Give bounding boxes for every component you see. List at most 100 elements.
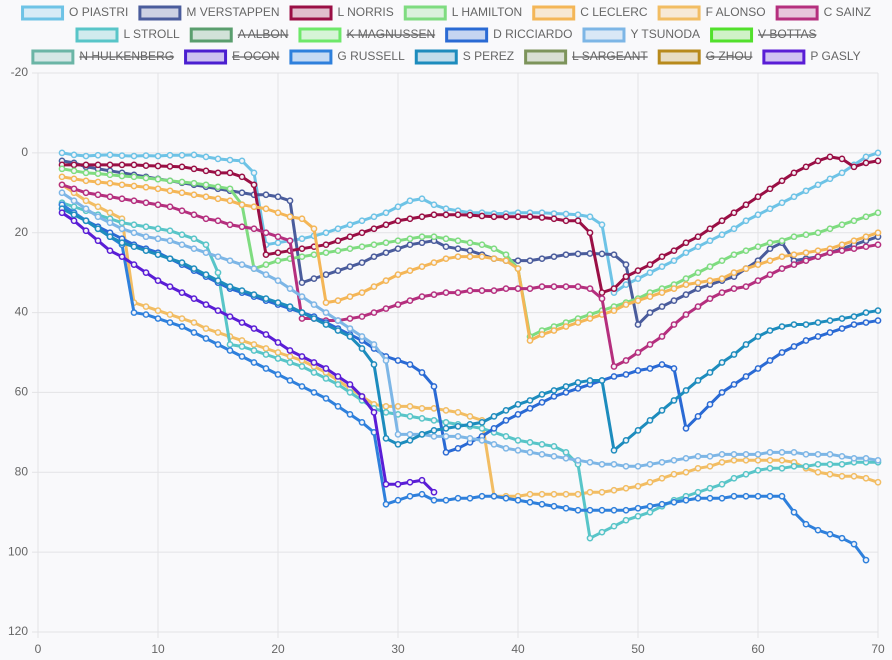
data-point — [418, 293, 426, 300]
legend-item[interactable]: L SARGEANT — [524, 49, 649, 65]
data-point — [430, 488, 438, 496]
data-point — [82, 217, 90, 225]
data-point — [250, 359, 258, 366]
legend-item[interactable]: D RICCIARDO — [445, 27, 573, 43]
data-point — [802, 450, 810, 458]
legend-item[interactable]: G RUSSELL — [289, 49, 405, 65]
data-point — [166, 237, 174, 245]
data-point — [346, 233, 354, 241]
data-point — [238, 353, 246, 360]
legend-swatch — [298, 27, 342, 43]
data-point — [166, 319, 174, 326]
data-point — [298, 383, 306, 390]
data-point — [82, 205, 90, 213]
data-point — [562, 323, 570, 330]
data-point — [334, 381, 342, 388]
legend-item[interactable]: K MAGNUSSEN — [298, 27, 436, 43]
data-point — [70, 161, 78, 169]
legend-label: G RUSSELL — [337, 49, 405, 63]
data-point — [274, 249, 282, 257]
legend-label: P GASLY — [810, 49, 860, 63]
data-point — [694, 377, 702, 384]
data-point — [718, 458, 726, 466]
data-point — [622, 516, 630, 524]
legend-item[interactable]: N HULKENBERG — [31, 49, 175, 65]
data-point — [298, 293, 306, 300]
legend-label: V BOTTAS — [758, 27, 816, 41]
data-point — [334, 247, 342, 255]
data-point — [598, 528, 606, 536]
legend-item[interactable]: Y TSUNODA — [582, 27, 700, 43]
data-point — [454, 433, 462, 440]
data-point — [478, 241, 486, 249]
legend-item[interactable]: P GASLY — [762, 49, 861, 65]
data-point — [106, 179, 114, 187]
legend-item[interactable]: V BOTTAS — [710, 27, 817, 43]
data-point — [154, 235, 162, 243]
data-point — [298, 363, 306, 370]
data-point — [430, 405, 438, 412]
data-point — [310, 389, 318, 396]
data-point — [442, 425, 450, 432]
data-point — [574, 379, 582, 386]
data-point — [274, 355, 282, 362]
data-point — [142, 247, 150, 255]
legend-item[interactable]: C LECLERC — [532, 5, 648, 21]
data-point — [574, 319, 582, 326]
data-point — [586, 229, 594, 237]
data-point — [682, 249, 690, 257]
data-point — [862, 454, 870, 462]
data-point — [802, 187, 810, 195]
legend-item[interactable]: F ALONSO — [657, 5, 766, 21]
data-point — [538, 450, 546, 458]
legend-item[interactable]: A ALBON — [189, 27, 289, 43]
data-point — [550, 283, 558, 290]
data-point — [646, 309, 654, 316]
data-point — [802, 462, 810, 470]
legend-swatch — [75, 27, 119, 43]
data-point — [778, 492, 786, 500]
data-point — [742, 456, 750, 464]
data-point — [706, 263, 714, 271]
data-point — [634, 367, 642, 374]
data-point — [706, 369, 714, 376]
data-point — [310, 225, 318, 233]
legend-item[interactable]: S PEREZ — [414, 49, 514, 65]
data-point — [718, 494, 726, 502]
legend-item[interactable]: L HAMILTON — [403, 5, 522, 21]
data-point — [538, 331, 546, 338]
data-point — [814, 319, 822, 326]
data-point — [826, 329, 834, 336]
data-point — [466, 211, 474, 219]
data-point — [70, 211, 78, 219]
data-point — [322, 249, 330, 257]
data-point — [574, 506, 582, 514]
data-point — [346, 293, 354, 300]
legend-item[interactable]: E OCON — [184, 49, 280, 65]
data-point — [358, 345, 366, 352]
legend-item[interactable]: L STROLL — [75, 27, 180, 43]
data-point — [406, 241, 414, 249]
legend-item[interactable]: C SAINZ — [775, 5, 871, 21]
data-point — [562, 251, 570, 259]
data-point — [538, 440, 546, 448]
legend-item[interactable]: O PIASTRI — [21, 5, 129, 21]
data-point — [466, 413, 474, 420]
legend-item[interactable]: M VERSTAPPEN — [138, 5, 280, 21]
data-point — [334, 267, 342, 274]
data-point — [634, 297, 642, 304]
data-point — [178, 163, 186, 171]
data-point — [298, 353, 306, 360]
data-point — [310, 275, 318, 282]
data-point — [658, 253, 666, 261]
data-point — [442, 205, 450, 213]
data-point — [646, 365, 654, 372]
data-point — [730, 225, 738, 233]
legend-item[interactable]: L NORRIS — [289, 5, 394, 21]
legend-item[interactable]: G ZHOU — [657, 49, 753, 65]
data-point — [754, 492, 762, 500]
data-point — [286, 359, 294, 366]
legend-swatch — [657, 5, 701, 21]
data-point — [874, 241, 882, 249]
